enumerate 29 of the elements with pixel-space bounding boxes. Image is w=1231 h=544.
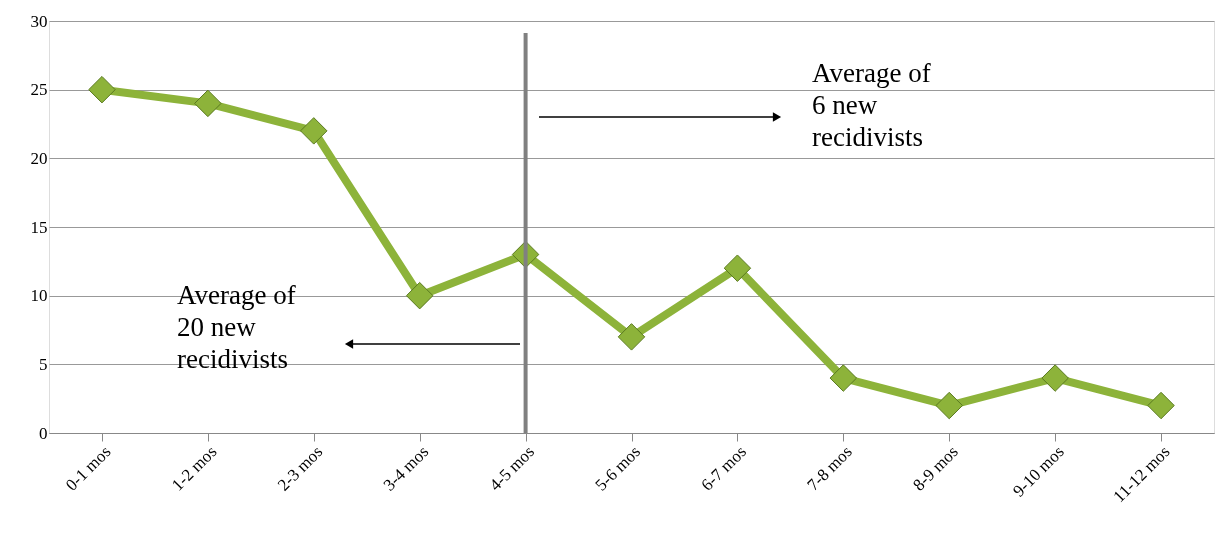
point (935, 391, 963, 420)
x-tick-label: 5-6 mos (591, 442, 645, 495)
x-tick-label: 3-4 mos (379, 442, 433, 495)
point (829, 364, 858, 392)
x-tick-label: 2-3 mos (273, 442, 327, 495)
point (194, 89, 222, 118)
annotation: Average of 20 new recidivists (177, 280, 296, 374)
x-tick-label: 9-10 mos (1009, 442, 1068, 501)
x-tick-label: 6-7 mos (697, 442, 750, 495)
y-tick-label: 5 (39, 354, 48, 374)
point (723, 254, 752, 282)
x-tick-label: 1-2 mos (167, 442, 221, 495)
x-tick-label: 7-8 mos (803, 442, 856, 495)
x-tick-label: 8-9 mos (909, 442, 962, 495)
y-tick-label: 0 (39, 423, 48, 443)
x-tick-label: 4-5 mos (485, 442, 539, 495)
y-tick-label: 20 (30, 148, 48, 168)
y-tick-label: 30 (30, 11, 48, 31)
x-tick-label: 0-1 mos (61, 442, 115, 495)
point (405, 281, 434, 310)
point (617, 323, 646, 351)
point (1041, 364, 1069, 392)
y-tick-label: 15 (30, 217, 48, 237)
y-tick-label: 25 (30, 80, 48, 100)
point (300, 117, 328, 145)
y-tick-label: 10 (30, 286, 48, 306)
point (88, 75, 116, 104)
point (1147, 391, 1175, 420)
annotation: Average of 6 new recidivists (812, 58, 931, 152)
